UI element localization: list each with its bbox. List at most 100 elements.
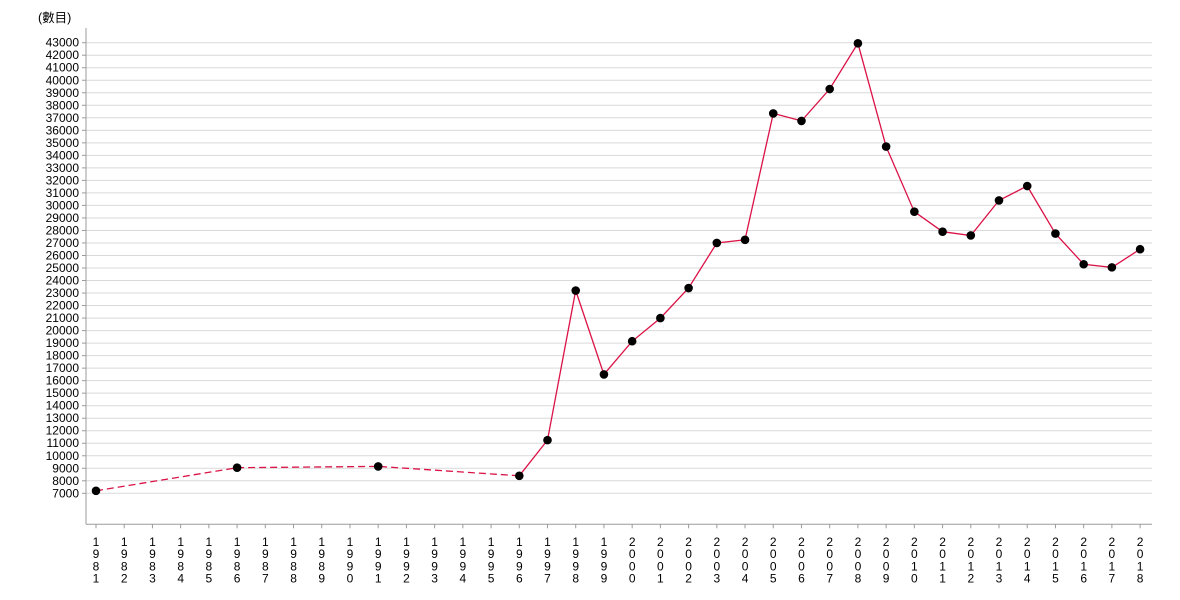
y-tick-label-10000: 10000 (46, 449, 80, 463)
y-tick-label-17000: 17000 (46, 361, 80, 375)
data-point-2014 (1022, 181, 1032, 191)
data-point-2003 (712, 238, 722, 248)
data-point-2012 (966, 231, 976, 240)
data-point-1981 (91, 486, 101, 496)
data-point-1997 (543, 435, 552, 445)
y-tick-label-41000: 41000 (46, 61, 80, 75)
data-point-2004 (740, 235, 750, 245)
data-point-1999 (599, 370, 609, 379)
y-tick-label-38000: 38000 (46, 98, 80, 112)
y-tick-label-35000: 35000 (46, 136, 80, 150)
y-tick-label-34000: 34000 (46, 148, 80, 162)
y-tick-label-37000: 37000 (46, 111, 80, 125)
y-tick-label-12000: 12000 (46, 424, 80, 438)
data-point-2015 (1051, 229, 1060, 238)
data-point-2011 (938, 227, 947, 237)
data-point-1991 (373, 462, 383, 471)
data-point-2007 (825, 84, 834, 94)
data-point-2010 (910, 207, 919, 216)
data-point-2017 (1107, 263, 1117, 272)
y-tick-label-9000: 9000 (52, 461, 79, 475)
y-tick-label-27000: 27000 (46, 236, 80, 250)
data-point-2002 (684, 283, 693, 293)
y-tick-label-30000: 30000 (46, 198, 80, 212)
y-tick-label-15000: 15000 (46, 386, 80, 400)
y-tick-label-31000: 31000 (46, 186, 80, 200)
y-tick-label-23000: 23000 (46, 286, 80, 300)
y-tick-label-18000: 18000 (46, 349, 80, 363)
y-tick-label-8000: 8000 (52, 474, 79, 488)
y-tick-label-20000: 20000 (46, 324, 80, 338)
y-tick-label-24000: 24000 (46, 274, 80, 288)
y-tick-label-32000: 32000 (46, 173, 80, 187)
data-point-2008 (853, 39, 863, 48)
y-tick-label-43000: 43000 (46, 36, 80, 50)
y-tick-label-22000: 22000 (46, 299, 80, 313)
y-tick-label-14000: 14000 (46, 399, 80, 413)
y-tick-label-36000: 36000 (46, 123, 80, 137)
y-tick-label-21000: 21000 (46, 311, 80, 325)
y-axis-unit-label: (數目) (38, 11, 72, 25)
data-point-2005 (768, 109, 778, 118)
y-tick-label-25000: 25000 (46, 261, 80, 275)
y-tick-label-39000: 39000 (46, 86, 80, 100)
data-point-2009 (881, 142, 891, 151)
series-line-solid (518, 41, 1141, 477)
y-tick-label-7000: 7000 (52, 486, 79, 500)
data-point-2016 (1079, 259, 1088, 269)
data-point-2000 (627, 336, 637, 346)
data-point-2013 (994, 196, 1004, 205)
y-tick-label-33000: 33000 (46, 161, 80, 175)
y-tick-label-29000: 29000 (46, 211, 80, 225)
y-tick-label-26000: 26000 (46, 248, 80, 262)
y-tick-label-16000: 16000 (46, 374, 80, 388)
y-tick-label-28000: 28000 (46, 223, 80, 237)
y-tick-label-13000: 13000 (46, 411, 80, 425)
data-point-2018 (1135, 244, 1145, 254)
data-point-2001 (656, 313, 665, 323)
data-point-1998 (571, 286, 581, 295)
y-tick-label-40000: 40000 (46, 73, 80, 87)
y-tick-label-42000: 42000 (46, 48, 80, 62)
y-tick-label-11000: 11000 (47, 436, 80, 450)
data-point-1996 (514, 471, 524, 481)
data-point-1986 (232, 463, 242, 472)
